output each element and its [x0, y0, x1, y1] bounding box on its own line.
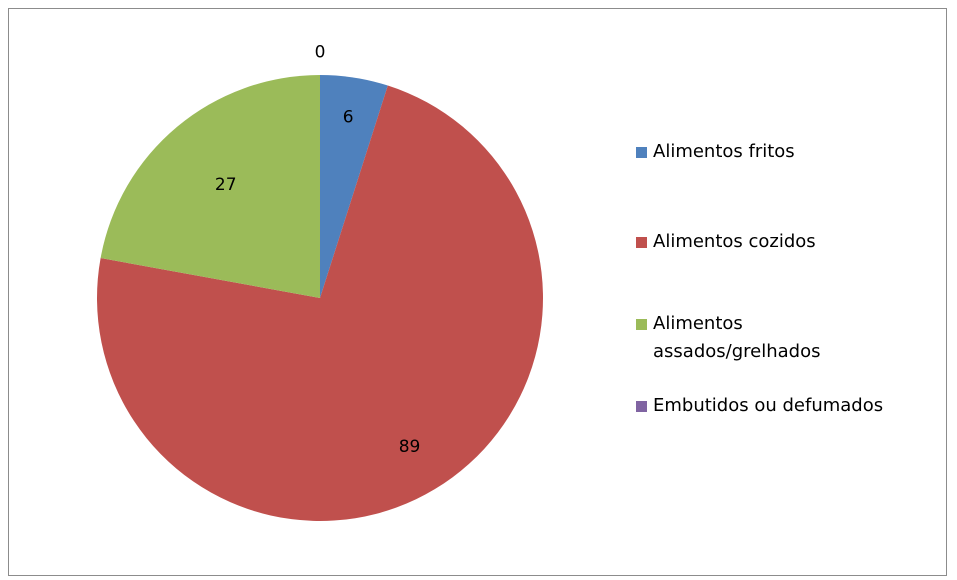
- legend-label-fritos: Alimentos fritos: [653, 138, 795, 166]
- data-label-fritos: 6: [343, 107, 354, 127]
- legend-swatch-fritos: [636, 147, 647, 158]
- data-label-cozidos: 89: [399, 437, 421, 457]
- legend-item-cozidos: Alimentos cozidos: [636, 228, 816, 256]
- legend-swatch-embutidos: [636, 401, 647, 412]
- legend-label-assados: Alimentos assados/grelhados: [653, 310, 853, 366]
- legend-swatch-assados: [636, 319, 647, 330]
- legend-swatch-cozidos: [636, 237, 647, 248]
- legend-label-embutidos: Embutidos ou defumados: [653, 392, 883, 420]
- legend-label-cozidos: Alimentos cozidos: [653, 228, 816, 256]
- legend-item-embutidos: Embutidos ou defumados: [636, 392, 883, 420]
- data-label-embutidos: 0: [315, 43, 326, 63]
- legend-item-assados: Alimentos assados/grelhados: [636, 310, 853, 366]
- data-label-assados: 27: [215, 175, 237, 195]
- legend-item-fritos: Alimentos fritos: [636, 138, 795, 166]
